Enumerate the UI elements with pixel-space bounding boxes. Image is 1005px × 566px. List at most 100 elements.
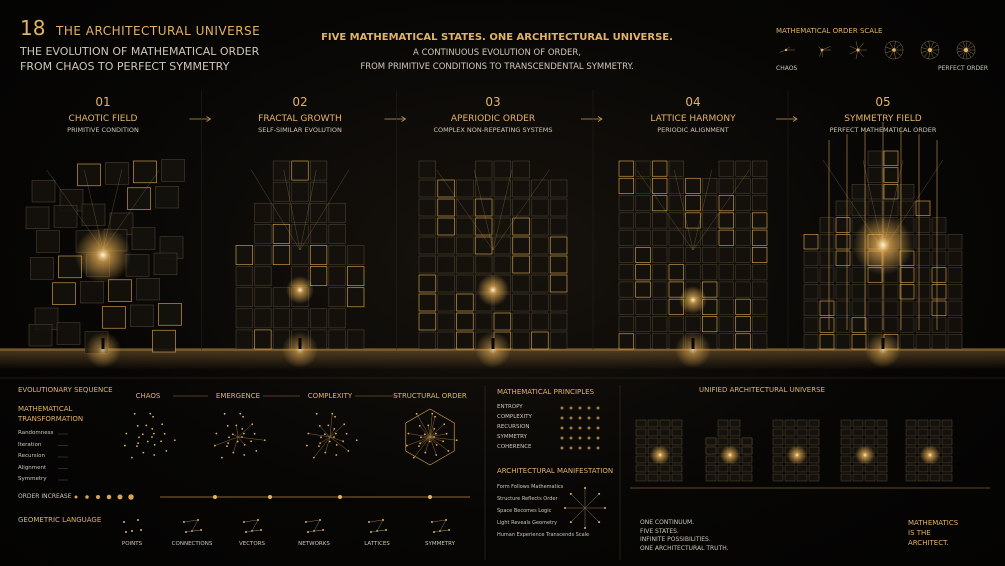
building-cell bbox=[618, 160, 635, 177]
building-cell bbox=[668, 281, 685, 298]
building-cell bbox=[702, 195, 718, 212]
mini-cell bbox=[864, 437, 876, 446]
mini-cell bbox=[796, 473, 808, 482]
mini-cell bbox=[647, 473, 659, 482]
mini-cell bbox=[717, 437, 729, 446]
sequence-step: CHAOS bbox=[135, 392, 161, 400]
mini-cell bbox=[717, 473, 729, 482]
building-cell bbox=[618, 316, 634, 332]
transformation: Recursion bbox=[18, 453, 45, 459]
building-cell bbox=[550, 198, 568, 217]
mini-cell bbox=[852, 428, 864, 437]
mini-glow bbox=[720, 445, 740, 465]
building-cell bbox=[835, 284, 851, 300]
building-cell bbox=[512, 255, 530, 274]
building-cell bbox=[28, 324, 53, 347]
mini-cell bbox=[705, 446, 717, 455]
principle-dot bbox=[587, 416, 591, 420]
sequence-link bbox=[424, 434, 431, 438]
title: THE ARCHITECTURAL UNIVERSE bbox=[56, 24, 261, 38]
order-label: ORDER INCREASE bbox=[18, 493, 72, 500]
sequence-link bbox=[308, 433, 331, 438]
building-cell bbox=[915, 284, 931, 300]
sequence-point bbox=[152, 415, 154, 418]
building-cell bbox=[618, 281, 634, 298]
sequence-point bbox=[320, 436, 322, 439]
mini-cell bbox=[808, 428, 820, 437]
geometry-point bbox=[370, 531, 372, 533]
building-cell bbox=[883, 317, 899, 333]
principle-dot bbox=[560, 436, 564, 440]
mini-cell bbox=[647, 437, 659, 446]
order-node bbox=[213, 495, 217, 499]
building-cell bbox=[867, 284, 883, 300]
building-cell bbox=[25, 206, 50, 229]
building-cell bbox=[618, 247, 634, 263]
sequence-link bbox=[237, 436, 265, 441]
mini-cell bbox=[929, 464, 941, 473]
building-cell bbox=[931, 267, 947, 283]
geometry-link bbox=[191, 519, 199, 532]
geometry-link bbox=[185, 529, 202, 533]
sequence-point bbox=[153, 432, 155, 435]
building-cell bbox=[899, 267, 915, 283]
building-cell bbox=[819, 333, 835, 350]
section-title: EVOLUTIONARY SEQUENCE bbox=[18, 386, 113, 394]
building-cell bbox=[531, 179, 549, 198]
building-cell bbox=[418, 198, 436, 217]
sequence-point bbox=[243, 454, 246, 456]
building-cell bbox=[635, 212, 651, 229]
building-cell bbox=[735, 160, 751, 177]
building-cell bbox=[718, 247, 734, 263]
sequence-link bbox=[419, 425, 431, 438]
mini-glow bbox=[855, 445, 875, 465]
building-cell bbox=[158, 303, 182, 326]
stage-caption: SELF-SIMILAR EVOLUTION bbox=[258, 126, 342, 134]
sequence-link bbox=[329, 436, 344, 442]
building-cell bbox=[931, 217, 947, 233]
intro-line: A CONTINUOUS EVOLUTION OF ORDER, bbox=[413, 48, 581, 58]
section-title: MATHEMATICAL TRANSFORMATION bbox=[18, 405, 84, 423]
building-cell bbox=[718, 195, 735, 212]
building-cell bbox=[702, 212, 718, 229]
building-cell bbox=[531, 198, 549, 217]
stage-arrow bbox=[401, 116, 407, 122]
building-cell bbox=[947, 234, 963, 250]
mini-cell bbox=[659, 437, 671, 446]
building-cell bbox=[668, 229, 684, 246]
building-cell bbox=[549, 236, 568, 255]
building-cell bbox=[915, 250, 931, 266]
building-cell bbox=[851, 333, 867, 350]
mini-cell bbox=[808, 437, 820, 446]
building-cell bbox=[915, 317, 931, 333]
mini-cell bbox=[772, 446, 784, 455]
building-cell bbox=[155, 186, 179, 209]
mini-cell bbox=[808, 455, 820, 464]
sequence-link bbox=[425, 436, 431, 453]
sequence-link bbox=[429, 436, 437, 456]
sequence-step: STRUCTURAL ORDER bbox=[393, 392, 467, 400]
manifestation-node bbox=[564, 507, 566, 509]
principle: RECURSION bbox=[497, 424, 530, 430]
stage-arrow bbox=[792, 116, 798, 122]
sequence-point bbox=[142, 451, 145, 454]
sequence-link bbox=[429, 424, 445, 438]
geometry-item: CONNECTIONS bbox=[171, 541, 213, 547]
stage-name: FRACTAL GROWTH bbox=[258, 114, 342, 124]
building-cell bbox=[418, 274, 437, 293]
building-cell bbox=[418, 255, 436, 274]
building-cell bbox=[418, 179, 436, 198]
statement: ONE ARCHITECTURAL TRUTH. bbox=[640, 544, 729, 552]
building-cell bbox=[418, 293, 437, 312]
mini-cell bbox=[905, 473, 917, 482]
scale-icon bbox=[821, 46, 831, 51]
principle: ENTROPY bbox=[497, 404, 523, 410]
sequence-point bbox=[335, 432, 337, 435]
building-cell bbox=[310, 308, 328, 329]
scale-low: CHAOS bbox=[776, 65, 798, 72]
mini-cell bbox=[808, 464, 820, 473]
mini-cell bbox=[852, 419, 864, 428]
principle-dot bbox=[578, 446, 582, 450]
headline: FIVE MATHEMATICAL STATES. ONE ARCHITECTU… bbox=[321, 32, 673, 43]
stage-name: LATTICE HARMONY bbox=[650, 114, 736, 124]
